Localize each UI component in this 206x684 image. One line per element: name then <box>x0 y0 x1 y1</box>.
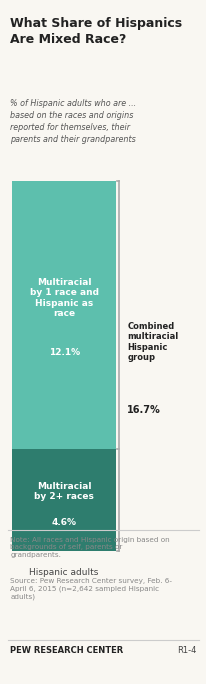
Point <box>115 177 118 185</box>
Point <box>117 547 120 555</box>
Point <box>117 547 120 555</box>
Point <box>115 445 118 453</box>
Text: Multiracial
by 2+ races: Multiracial by 2+ races <box>34 482 94 501</box>
Text: 4.6%: 4.6% <box>52 518 76 527</box>
Text: 16.7%: 16.7% <box>127 406 160 415</box>
Text: Source: Pew Research Center survey, Feb. 6-
April 6, 2015 (n=2,642 sampled Hispa: Source: Pew Research Center survey, Feb.… <box>10 578 172 600</box>
FancyBboxPatch shape <box>12 181 115 449</box>
Text: % of Hispanic adults who are ...
based on the races and origins
reported for the: % of Hispanic adults who are ... based o… <box>10 99 136 144</box>
Text: Note: All races and Hispanic origin based on
backgrounds of self, parents or
gra: Note: All races and Hispanic origin base… <box>10 537 169 558</box>
Point <box>117 445 120 453</box>
Point <box>117 177 120 185</box>
Point <box>117 177 120 185</box>
FancyBboxPatch shape <box>12 449 115 551</box>
Text: Multiracial
by 1 race and
Hispanic as
race: Multiracial by 1 race and Hispanic as ra… <box>29 278 98 318</box>
Text: Hispanic adults: Hispanic adults <box>29 568 98 577</box>
Text: PEW RESEARCH CENTER: PEW RESEARCH CENTER <box>10 646 123 655</box>
Text: What Share of Hispanics
Are Mixed Race?: What Share of Hispanics Are Mixed Race? <box>10 17 182 46</box>
Text: 12.1%: 12.1% <box>48 348 79 357</box>
Point <box>115 547 118 555</box>
Text: Combined
multiracial
Hispanic
group: Combined multiracial Hispanic group <box>127 322 178 362</box>
Text: R1-4: R1-4 <box>176 646 196 655</box>
